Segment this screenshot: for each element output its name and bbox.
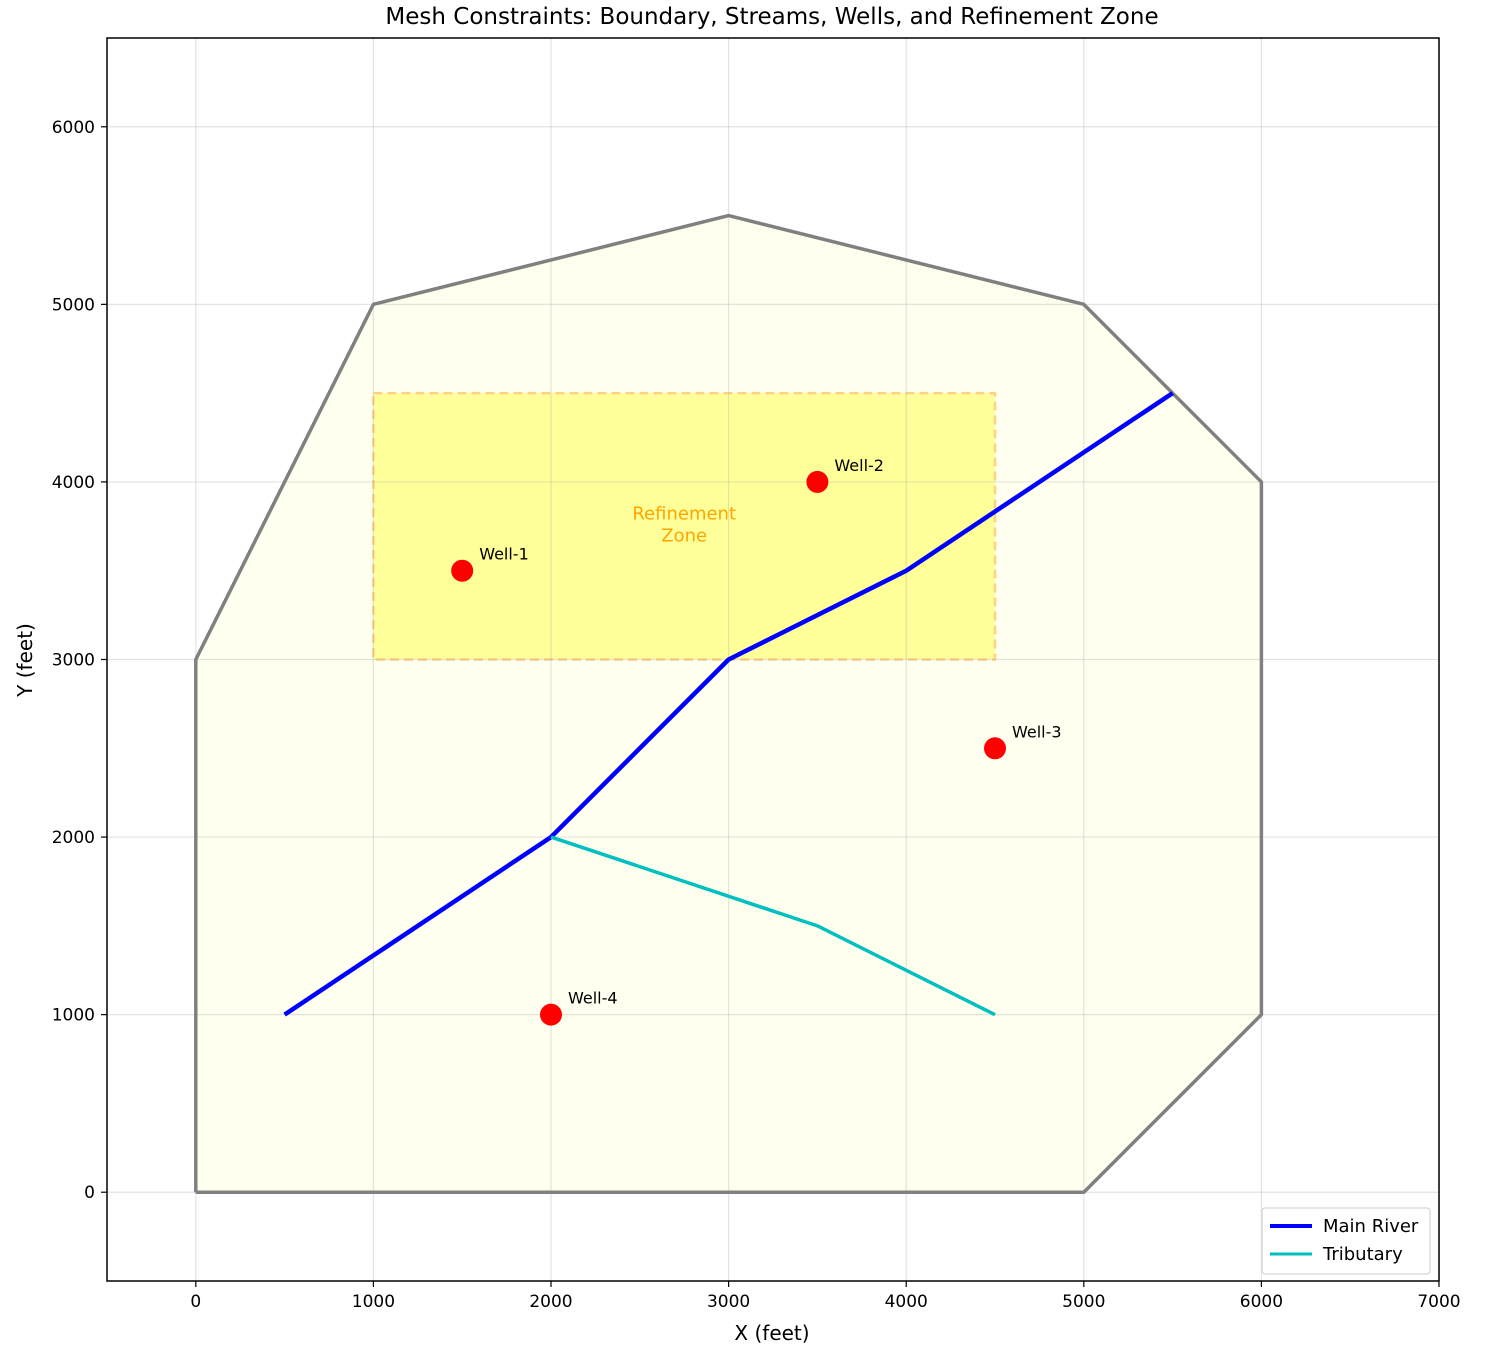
legend-label-main-river: Main River	[1323, 1216, 1419, 1237]
well-marker-well-2	[806, 470, 829, 493]
y-tick-label-0: 0	[84, 1183, 95, 1203]
y-tick-label-4: 4000	[52, 473, 95, 493]
well-marker-well-1	[451, 559, 474, 582]
x-axis-title: X (feet)	[734, 1321, 809, 1345]
refinement-zone-label-line2: Zone	[661, 525, 707, 546]
chart-title: Mesh Constraints: Boundary, Streams, Wel…	[385, 4, 1158, 30]
refinement-zone	[372, 391, 997, 661]
y-tick-label-1: 1000	[52, 1006, 95, 1026]
legend: Main River Tributary	[1261, 1207, 1431, 1275]
x-tick-label-3: 3000	[707, 1292, 750, 1312]
x-tick-label-4: 4000	[885, 1292, 928, 1312]
x-tick-label-7: 7000	[1417, 1292, 1460, 1312]
x-tick-label-6: 6000	[1240, 1292, 1283, 1312]
model-boundary-outline	[194, 213, 1264, 1194]
x-tick-label-1: 1000	[352, 1292, 395, 1312]
y-axis-title: Y (feet)	[13, 623, 37, 698]
y-tick-label-2: 2000	[52, 828, 95, 848]
series-tributary	[550, 835, 996, 1017]
plot-area: Refinement Zone Well-1 Well-2 Well-3 Well-4 0 1…	[52, 37, 1461, 1312]
refinement-zone-label-line1: Refinement	[632, 503, 736, 524]
legend-label-tributary: Tributary	[1322, 1244, 1403, 1265]
y-tick-label-6: 6000	[52, 118, 95, 138]
well-label-well-2: Well-2	[834, 456, 884, 475]
refinement-zone-label: Refinement Zone	[632, 503, 736, 546]
well-marker-well-3	[984, 737, 1006, 760]
well-label-well-3: Well-3	[1012, 722, 1062, 741]
well-marker-well-4	[540, 1003, 562, 1026]
y-tick-label-5: 5000	[52, 295, 95, 315]
well-label-well-4: Well-4	[568, 989, 618, 1008]
y-tick-label-3: 3000	[52, 651, 95, 671]
x-tick-label-0: 0	[190, 1292, 201, 1312]
x-tick-label-2: 2000	[529, 1292, 572, 1312]
well-label-well-1: Well-1	[479, 545, 529, 564]
series-main-river	[283, 391, 1174, 1017]
x-tick-label-5: 5000	[1062, 1292, 1105, 1312]
